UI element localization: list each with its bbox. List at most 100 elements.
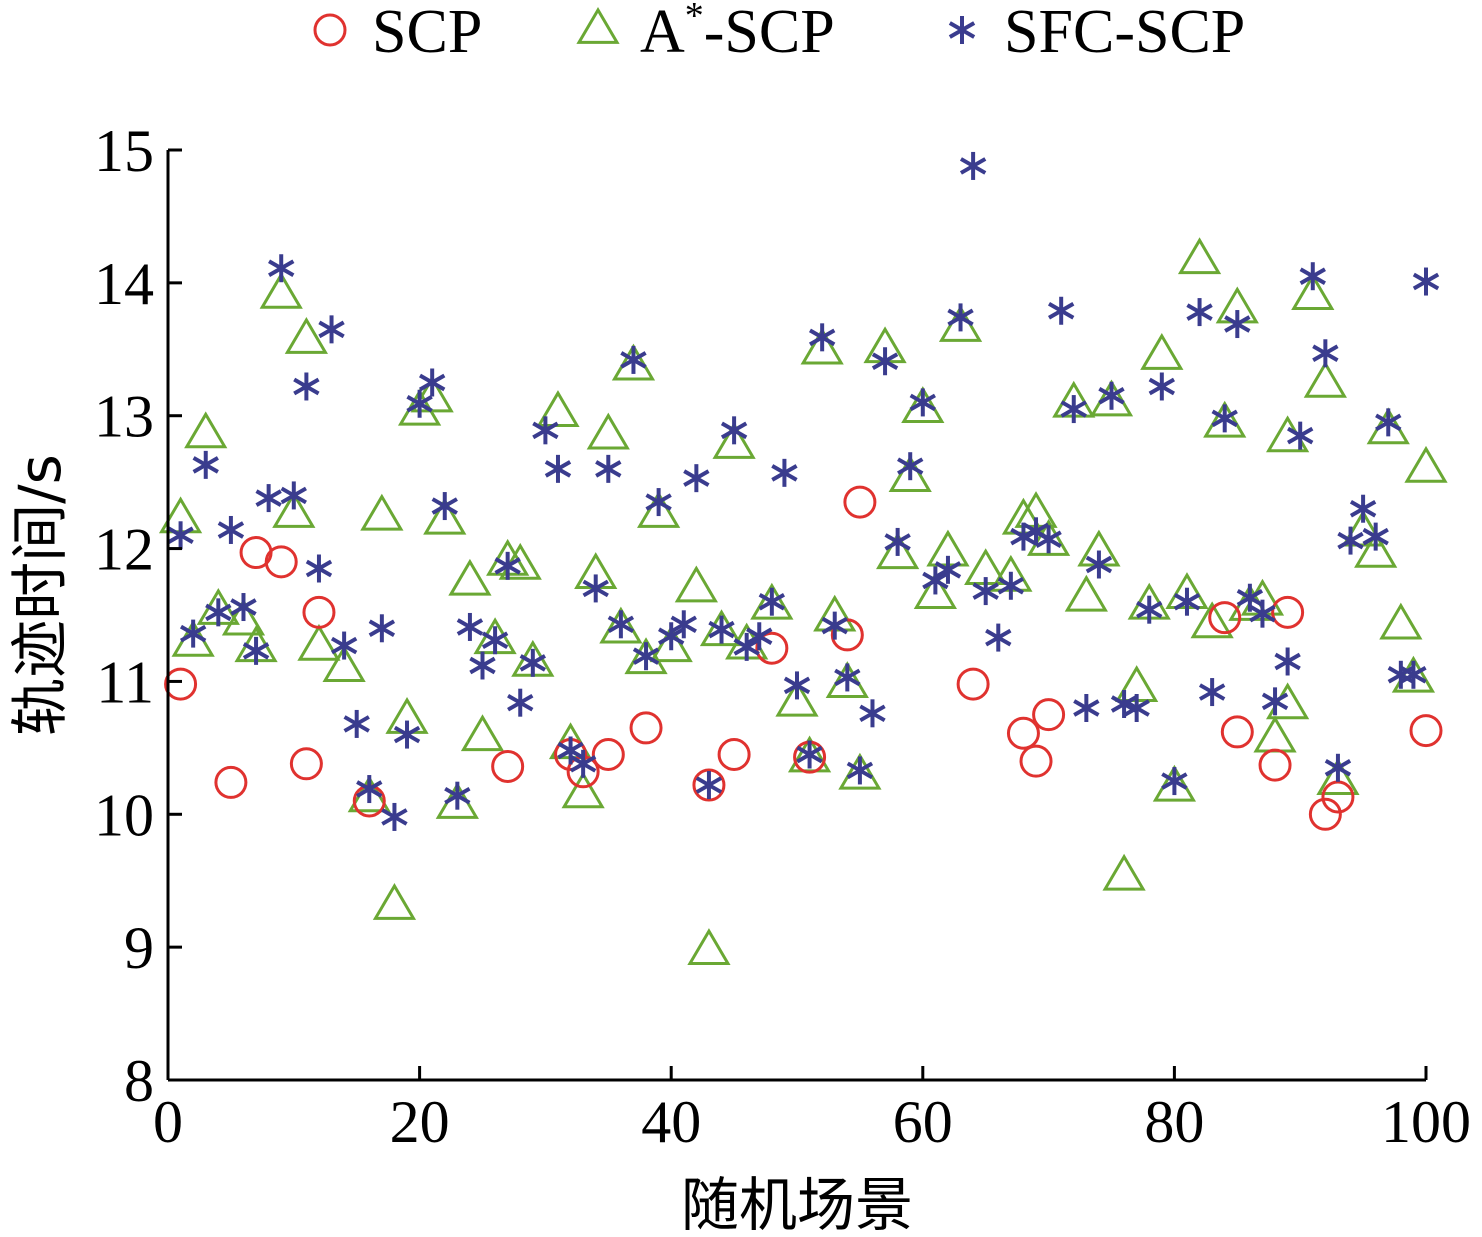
y-tick-label: 12 [94, 517, 154, 583]
y-tick-label: 10 [94, 782, 154, 848]
y-tick-label: 9 [124, 915, 154, 981]
data-point-asterisk [330, 631, 358, 660]
data-point-circle [956, 667, 990, 701]
data-point-triangle [674, 565, 718, 603]
legend-item: SCP [313, 0, 482, 66]
data-point-asterisk [406, 389, 433, 418]
data-point-triangle [637, 491, 681, 528]
data-point-asterisk [469, 651, 496, 680]
data-point-asterisk [431, 492, 458, 521]
data-point-asterisk [859, 699, 886, 728]
data-point-asterisk [897, 452, 924, 481]
data-point-triangle [1140, 332, 1184, 370]
data-point-asterisk [632, 642, 660, 671]
data-point-triangle [272, 491, 316, 528]
data-point-triangle [423, 497, 467, 535]
series-triangle [158, 237, 1448, 966]
data-point-asterisk [192, 450, 219, 479]
data-point-circle [1032, 698, 1066, 732]
data-point-asterisk [318, 315, 345, 344]
x-tick-label: 100 [1381, 1089, 1471, 1155]
data-point-asterisk [1412, 267, 1440, 296]
x-axis-ticks: 0 20 40 60 80 100 [153, 1066, 1471, 1155]
data-point-asterisk [733, 632, 760, 661]
data-point-asterisk [1173, 587, 1201, 616]
data-point-asterisk [582, 574, 609, 603]
data-point-triangle [838, 752, 882, 790]
data-point-triangle [1064, 574, 1108, 612]
data-point-asterisk [1073, 694, 1100, 722]
y-tick-label: 13 [94, 384, 154, 450]
data-point-asterisk [884, 527, 911, 556]
data-point-triangle [800, 327, 844, 365]
series-circle [164, 485, 1443, 831]
data-point-asterisk [1249, 599, 1276, 628]
data-point-asterisk [1274, 647, 1301, 676]
data-point-asterisk [1375, 408, 1402, 437]
data-point-asterisk [947, 303, 974, 332]
data-point-asterisk [1349, 494, 1377, 523]
y-tick-label: 8 [124, 1048, 154, 1114]
legend-label: SCP [372, 0, 482, 66]
data-point-asterisk [1211, 404, 1238, 433]
data-point-asterisk [620, 345, 647, 374]
data-point-asterisk [1186, 298, 1213, 327]
data-point-triangle [876, 532, 920, 570]
data-point-asterisk [557, 736, 584, 765]
data-point-asterisk [1337, 526, 1364, 555]
data-point-circle [289, 747, 323, 781]
data-point-asterisk [645, 488, 672, 517]
data-point-circle [1006, 716, 1040, 750]
legend-suffix: -SCP [704, 0, 835, 66]
legend-label: SFC-SCP [1004, 0, 1245, 66]
data-point-asterisk [544, 454, 572, 483]
data-point-circle [755, 631, 789, 665]
y-tick-label: 15 [94, 118, 154, 184]
data-point-asterisk [456, 612, 484, 641]
data-point-asterisk [1048, 296, 1075, 325]
data-point-triangle [284, 317, 328, 354]
legend-marker-asterisk [948, 16, 976, 44]
data-point-triangle [1190, 601, 1234, 639]
data-point-asterisk [393, 720, 421, 749]
data-point-triangle [184, 411, 228, 449]
x-tick-label: 60 [893, 1089, 953, 1155]
data-point-asterisk [985, 623, 1012, 652]
legend-superscript: * [685, 0, 704, 37]
data-point-circle [629, 711, 663, 745]
data-point-asterisk [494, 551, 521, 580]
data-point-circle [164, 667, 198, 701]
data-point-asterisk [179, 619, 207, 648]
y-axis-title: 轨迹时间/s [6, 454, 74, 736]
legend-label: A*-SCP [640, 0, 835, 66]
data-point-triangle [259, 271, 303, 309]
data-point-asterisk [959, 151, 987, 180]
data-point-triangle [1102, 853, 1146, 891]
data-point-asterisk [821, 611, 848, 640]
y-axis-ticks: 8 9 10 11 12 13 14 15 [94, 118, 182, 1114]
data-point-asterisk [746, 622, 773, 651]
data-point-asterisk [846, 756, 874, 785]
data-point-triangle [221, 598, 266, 636]
data-point-triangle [1026, 518, 1071, 556]
data-point-asterisk [670, 610, 697, 639]
data-point-asterisk [268, 254, 295, 283]
data-point-asterisk [305, 554, 333, 583]
data-point-asterisk [997, 571, 1025, 600]
data-point-triangle [322, 645, 366, 683]
data-point-triangle [460, 714, 505, 752]
legend: SCP A*-SCP SFC-SCP [313, 0, 1245, 66]
data-point-asterisk [1148, 372, 1175, 401]
data-point-triangle [1152, 764, 1197, 802]
data-point-asterisk [1161, 767, 1188, 796]
data-point-circle [491, 749, 525, 783]
data-point-circle [1409, 714, 1443, 748]
data-point-asterisk [1098, 381, 1125, 410]
data-point-triangle [1253, 715, 1297, 753]
data-point-asterisk [280, 481, 307, 510]
data-point-asterisk [1287, 421, 1314, 450]
data-point-asterisk [934, 555, 962, 584]
legend-series-name: SCP [372, 0, 482, 66]
plot-area [158, 151, 1448, 966]
data-point-asterisk [871, 347, 899, 376]
